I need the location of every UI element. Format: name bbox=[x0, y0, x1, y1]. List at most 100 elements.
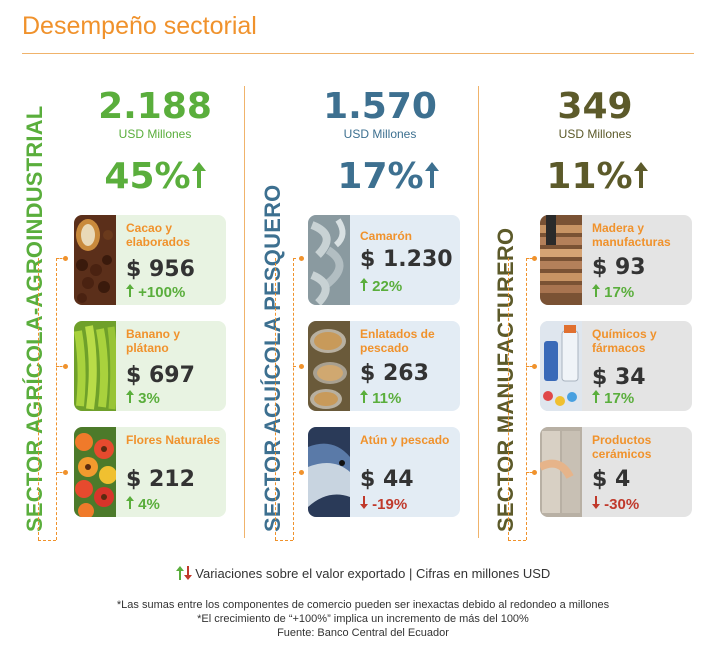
shrimp-photo bbox=[308, 215, 350, 305]
sector-total-value: 349 bbox=[557, 86, 633, 127]
wood-photo bbox=[540, 215, 582, 305]
arrow-down-icon bbox=[183, 566, 192, 580]
product-value: $ 263 bbox=[360, 361, 429, 386]
title-divider bbox=[22, 53, 694, 54]
product-value: $ 212 bbox=[126, 467, 195, 492]
connector-dot bbox=[299, 470, 304, 475]
column-divider bbox=[478, 86, 479, 538]
product-variation-value: 22% bbox=[372, 278, 403, 295]
legend-text: Variaciones sobre el valor exportado | C… bbox=[195, 566, 551, 581]
arrow-up-icon bbox=[424, 162, 439, 188]
product-variation: 11% bbox=[360, 390, 401, 407]
product-card-atun: Atún y pescado $ 44 -19% bbox=[308, 427, 460, 517]
connector-line bbox=[508, 258, 509, 540]
product-card-camaron: Camarón $ 1.230 22% bbox=[308, 215, 460, 305]
product-name: Camarón bbox=[360, 229, 413, 243]
sector-label-manufacturero: SECTOR MANUFACTURERO bbox=[493, 227, 518, 532]
column-divider bbox=[244, 86, 245, 538]
sector-label-acuicola: SECTOR ACUÍCOLA PESQUERO bbox=[260, 184, 285, 532]
arrow-up-icon bbox=[175, 566, 184, 580]
product-variation-value: -30% bbox=[604, 496, 640, 513]
connector-line bbox=[526, 258, 527, 540]
arrow-up-icon bbox=[126, 390, 134, 403]
product-card-ceramicos: Productos cerámicos $ 4 -30% bbox=[540, 427, 692, 517]
product-variation-value: 17% bbox=[604, 284, 635, 301]
arrow-down-icon bbox=[360, 496, 368, 509]
product-value: $ 697 bbox=[126, 363, 195, 388]
connector-line bbox=[293, 258, 294, 540]
footnote: *Las sumas entre los componentes de come… bbox=[116, 599, 610, 611]
product-name: Banano y plátano bbox=[126, 327, 181, 355]
connector-dot bbox=[63, 256, 68, 261]
connector-line bbox=[38, 540, 56, 541]
tuna-photo bbox=[308, 427, 350, 517]
product-card-flores: Flores Naturales $ 212 4% bbox=[74, 427, 226, 517]
arrow-up-icon bbox=[592, 390, 600, 403]
product-card-enlatados: Enlatados de pescado $ 263 11% bbox=[308, 321, 460, 411]
connector-dot bbox=[299, 256, 304, 261]
connector-line bbox=[275, 540, 293, 541]
product-variation: 17% bbox=[592, 284, 634, 301]
connector-dot bbox=[299, 364, 304, 369]
product-variation-value: -19% bbox=[372, 496, 408, 513]
product-name: Productos cerámicos bbox=[592, 433, 652, 461]
sector-growth: 45% bbox=[80, 156, 230, 197]
sector-total-unit: USD Millones bbox=[118, 127, 192, 141]
arrow-down-icon bbox=[592, 496, 600, 509]
product-card-madera: Madera y manufacturas $ 93 17% bbox=[540, 215, 692, 305]
connector-line bbox=[508, 540, 526, 541]
arrow-up-icon bbox=[633, 162, 648, 188]
product-variation: +100% bbox=[126, 284, 185, 301]
connector-line bbox=[526, 472, 536, 473]
product-card-cacao: Cacao y elaborados $ 956 +100% bbox=[74, 215, 226, 305]
sector-growth-value: 11% bbox=[546, 156, 633, 197]
product-variation-value: 11% bbox=[372, 390, 402, 407]
connector-line bbox=[56, 472, 66, 473]
product-variation: 3% bbox=[126, 390, 160, 407]
product-variation: -30% bbox=[592, 496, 639, 513]
arrow-up-icon bbox=[592, 284, 600, 297]
product-name: Enlatados de pescado bbox=[360, 327, 435, 355]
sector-total-value: 2.188 bbox=[98, 86, 212, 127]
connector-line bbox=[526, 258, 536, 259]
product-variation-value: +100% bbox=[138, 284, 186, 301]
connector-line bbox=[56, 258, 66, 259]
product-variation-value: 4% bbox=[138, 496, 160, 513]
sector-total-unit: USD Millones bbox=[343, 127, 417, 141]
product-variation-value: 17% bbox=[604, 390, 635, 407]
sector-total-unit: USD Millones bbox=[558, 127, 632, 141]
connector-line bbox=[526, 366, 536, 367]
flowers-photo bbox=[74, 427, 116, 517]
arrow-up-icon bbox=[191, 162, 206, 188]
product-variation: 17% bbox=[592, 390, 634, 407]
connector-dot bbox=[63, 470, 68, 475]
product-value: $ 44 bbox=[360, 467, 414, 492]
product-variation: -19% bbox=[360, 496, 407, 513]
connector-line bbox=[293, 366, 302, 367]
connector-dot bbox=[532, 364, 537, 369]
product-variation-value: 3% bbox=[138, 390, 160, 407]
connector-dot bbox=[532, 256, 537, 261]
product-name: Madera y manufacturas bbox=[592, 221, 671, 249]
connector-line bbox=[38, 258, 39, 540]
product-variation: 4% bbox=[126, 496, 160, 513]
product-variation: 22% bbox=[360, 278, 402, 295]
product-card-quimicos: Químicos y fármacos $ 34 17% bbox=[540, 321, 692, 411]
ceramics-photo bbox=[540, 427, 582, 517]
product-name: Flores Naturales bbox=[126, 433, 221, 447]
sector-label-agricola: SECTOR AGRÍCOLA-AGROINDUSTRIAL bbox=[22, 105, 47, 532]
sector-growth-value: 45% bbox=[104, 156, 191, 197]
product-value: $ 93 bbox=[592, 255, 646, 280]
product-card-banano: Banano y plátano $ 697 3% bbox=[74, 321, 226, 411]
sector-growth-value: 17% bbox=[337, 156, 424, 197]
product-name: Químicos y fármacos bbox=[592, 327, 657, 355]
product-value: $ 1.230 bbox=[360, 247, 453, 272]
page-title: Desempeño sectorial bbox=[22, 12, 257, 40]
cans-photo bbox=[308, 321, 350, 411]
connector-line bbox=[56, 258, 57, 540]
product-value: $ 34 bbox=[592, 365, 646, 390]
product-name: Cacao y elaborados bbox=[126, 221, 191, 249]
footnote: *El crecimiento de “+100%” implica un in… bbox=[197, 613, 529, 625]
sector-growth: 11% bbox=[522, 156, 672, 197]
arrow-up-icon bbox=[126, 284, 134, 297]
